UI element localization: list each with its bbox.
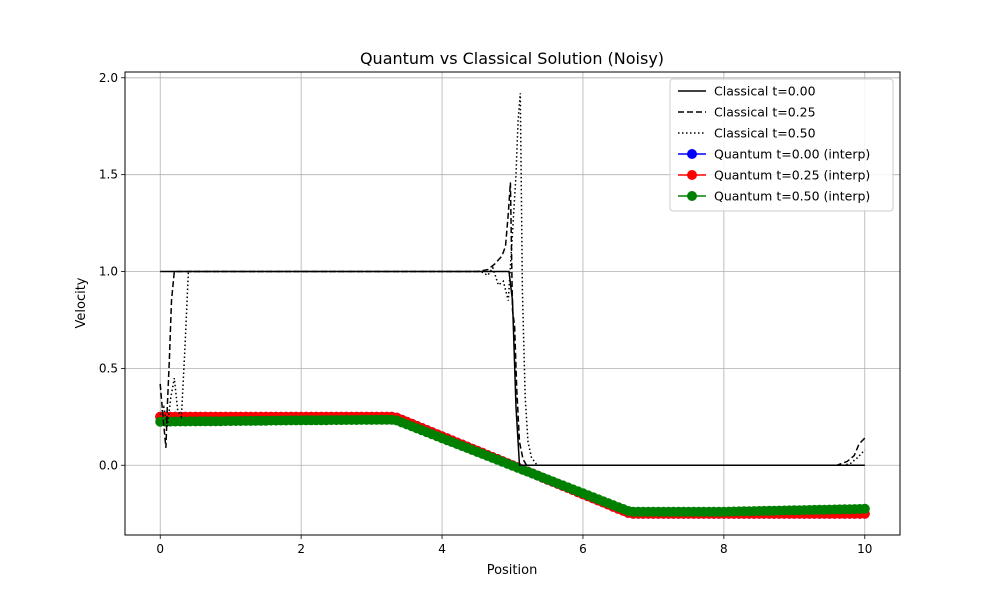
- chart-title: Quantum vs Classical Solution (Noisy): [360, 49, 664, 68]
- series-quantum-t-0-50-interp: [155, 414, 870, 517]
- y-tick-label: 2.0: [99, 71, 118, 85]
- series-line: [159, 182, 866, 467]
- legend-item: Classical t=0.00: [678, 84, 816, 99]
- legend-item: Quantum t=0.50 (interp): [678, 189, 870, 204]
- y-axis-label: Velocity: [74, 277, 89, 328]
- plot-data: [155, 93, 870, 519]
- legend-label: Quantum t=0.25 (interp): [714, 168, 870, 183]
- x-tick-label: 8: [720, 542, 728, 556]
- data-point: [859, 503, 870, 514]
- x-tick-label: 4: [438, 542, 446, 556]
- legend-item: Classical t=0.25: [678, 105, 816, 120]
- legend-item: Quantum t=0.00 (interp): [678, 147, 870, 162]
- y-tick-label: 0.5: [99, 361, 118, 375]
- legend-marker: [687, 170, 697, 180]
- legend-marker: [687, 149, 697, 159]
- series-classical-t-0-25: [159, 182, 866, 467]
- y-tick-label: 1.0: [99, 265, 118, 279]
- x-tick-label: 6: [579, 542, 587, 556]
- legend-label: Quantum t=0.50 (interp): [714, 189, 870, 204]
- legend: Classical t=0.00 Classical t=0.25 Classica…: [669, 78, 894, 212]
- legend-label: Classical t=0.00: [714, 84, 816, 99]
- plot-frame: [124, 71, 901, 536]
- y-tick-label: 0.0: [99, 458, 118, 472]
- x-tick-label: 0: [156, 542, 164, 556]
- legend-label: Classical t=0.25: [714, 105, 816, 120]
- legend-label: Quantum t=0.00 (interp): [714, 147, 870, 162]
- legend-marker: [687, 191, 697, 201]
- y-tick-label: 1.5: [99, 168, 118, 182]
- series-line: [159, 93, 866, 467]
- x-tick-label: 2: [297, 542, 305, 556]
- x-tick-label: 10: [857, 542, 872, 556]
- axis-ticks: 0 2 4 6 8 10 0.0 0.5 1.0 1.5 2.0: [99, 71, 873, 556]
- legend-item: Classical t=0.50: [678, 126, 816, 141]
- series-classical-t-0-50: [159, 93, 866, 467]
- x-axis-label: Position: [487, 563, 538, 578]
- legend-label: Classical t=0.50: [714, 126, 816, 141]
- legend-box: [669, 78, 894, 212]
- legend-item: Quantum t=0.25 (interp): [678, 168, 870, 183]
